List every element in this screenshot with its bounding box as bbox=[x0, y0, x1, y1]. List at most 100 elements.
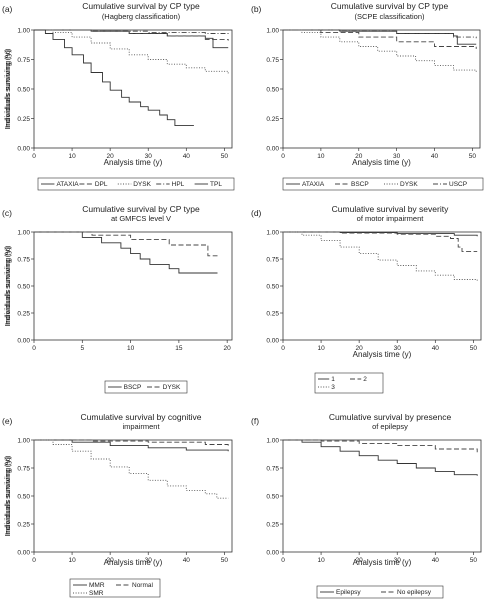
panel-c-xtick-label: 0 bbox=[32, 345, 36, 352]
panel-d-ytick-label: 1.00 bbox=[266, 229, 279, 236]
panel-f-ytick-label: 0.50 bbox=[266, 493, 279, 500]
panel-c-xtick-label: 10 bbox=[127, 345, 135, 352]
panel-b-subtitle: (SCPE classification) bbox=[354, 12, 425, 21]
panel-d-xlabel: Analysis time (y) bbox=[353, 350, 412, 359]
panel-f-legend bbox=[316, 585, 444, 599]
panel-d-ytick-label: 0.00 bbox=[266, 337, 279, 344]
panel-e-xtick-label: 50 bbox=[221, 557, 229, 564]
panel-a-subtitle: (Hagberg classification) bbox=[102, 12, 181, 21]
panel-b-xtick-label: 10 bbox=[317, 153, 325, 160]
panel-f-ylabel: Individuals surviving (y) bbox=[3, 457, 12, 535]
panel-f-label: (f) bbox=[251, 416, 259, 426]
panel-f-xtick-label: 20 bbox=[356, 557, 364, 564]
panel-d-xtick-label: 0 bbox=[281, 345, 285, 352]
panel-c-ytick-label: 0.00 bbox=[17, 337, 30, 344]
panel-a-xlabel: Analysis time (y) bbox=[104, 158, 163, 167]
panel-d-xtick-label: 10 bbox=[317, 345, 325, 352]
panel-e-xlabel: Analysis time (y) bbox=[104, 558, 163, 567]
panel-b-xlabel: Analysis time (y) bbox=[352, 158, 411, 167]
panel-e-title: Cumulative survival by cognitive bbox=[81, 412, 202, 422]
panel-b-legend-label: ATAXIA bbox=[302, 181, 325, 188]
panel-a-series-hpl bbox=[34, 29, 229, 35]
panel-f-xtick-label: 40 bbox=[432, 557, 440, 564]
panel-a-xtick-label: 30 bbox=[145, 153, 153, 160]
panel-a-xtick-label: 50 bbox=[221, 153, 229, 160]
panel-d-title: Cumulative survival by severity bbox=[332, 204, 449, 214]
panel-c-ytick-label: 0.25 bbox=[17, 310, 30, 317]
panel-e-series-normal bbox=[34, 439, 229, 446]
panel-e-label: (e) bbox=[2, 416, 13, 426]
panel-b-xtick-label: 40 bbox=[431, 153, 439, 160]
panel-f-ytick-label: 0.75 bbox=[266, 465, 279, 472]
panel-e-xtick-label: 30 bbox=[145, 557, 153, 564]
panel-b-label: (b) bbox=[251, 4, 262, 14]
panel-b-ytick-label: 1.00 bbox=[266, 27, 279, 34]
panel-f-ytick-label: 0.00 bbox=[266, 549, 279, 556]
panel-e-ylabel: Individuals surviving (%) bbox=[3, 455, 12, 536]
panel-d-ytick-label: 0.75 bbox=[266, 256, 279, 263]
panel-c-title: Cumulative survival by CP type bbox=[82, 204, 200, 214]
panel-d-legend-label: 2 bbox=[363, 376, 367, 383]
panel-e-series-mmr bbox=[34, 439, 229, 452]
panel-a-legend-label: DYSK bbox=[133, 181, 151, 188]
panel-f-ytick-label: 0.25 bbox=[266, 521, 279, 528]
panel-c-ytick-label: 1.00 bbox=[17, 229, 30, 236]
panel-d-xtick-label: 20 bbox=[356, 345, 364, 352]
panel-e-legend-label: MMR bbox=[89, 582, 105, 589]
panel-d-legend-label: 3 bbox=[331, 384, 335, 391]
panel-a-plot-area bbox=[33, 29, 233, 149]
panel-a-xtick-label: 10 bbox=[68, 153, 76, 160]
panel-c-legend-label: DYSK bbox=[163, 384, 181, 391]
panel-e-ytick-label: 1.00 bbox=[17, 437, 30, 444]
panel-b-legend-label: DYSK bbox=[400, 181, 418, 188]
panel-f-series-no-epilepsy bbox=[283, 439, 478, 453]
panel-b-plot-area bbox=[282, 29, 481, 149]
panel-c-xtick-label: 5 bbox=[80, 345, 84, 352]
panel-b-series-bscp bbox=[283, 29, 477, 49]
panel-a-xtick-label: 0 bbox=[32, 153, 36, 160]
panel-e-ytick-label: 0.75 bbox=[17, 465, 30, 472]
panel-d-xtick-label: 40 bbox=[432, 345, 440, 352]
panel-c-xtick-label: 20 bbox=[224, 345, 232, 352]
panel-b-series-dysk bbox=[283, 29, 477, 73]
panel-a-xtick-label: 20 bbox=[107, 153, 115, 160]
panel-d-label: (d) bbox=[251, 208, 262, 218]
panel-e-ytick-label: 0.00 bbox=[17, 549, 30, 556]
panel-d-xtick-label: 50 bbox=[470, 345, 478, 352]
panel-c-plot-area bbox=[33, 231, 233, 341]
panel-e-xtick-label: 0 bbox=[32, 557, 36, 564]
panel-b-xtick-label: 0 bbox=[281, 153, 285, 160]
panel-a-ytick-label: 0.00 bbox=[17, 145, 30, 152]
panel-e-subtitle: impairment bbox=[122, 422, 160, 431]
panel-b-legend-label: BSCP bbox=[351, 181, 369, 188]
panel-a-ylabel: Individuals surviving (%) bbox=[3, 48, 12, 129]
panel-f-xtick-label: 0 bbox=[281, 557, 285, 564]
panel-a-label: (a) bbox=[2, 4, 13, 14]
panel-d-xtick-label: 30 bbox=[394, 345, 402, 352]
panel-e-xtick-label: 40 bbox=[183, 557, 191, 564]
panel-d-ytick-label: 0.25 bbox=[266, 310, 279, 317]
panel-a-ytick-label: 0.50 bbox=[17, 86, 30, 93]
panel-c-ytick-label: 0.50 bbox=[17, 283, 30, 290]
panel-f-legend-label: No epilepsy bbox=[397, 589, 432, 596]
panel-f-legend-label: Epilepsy bbox=[336, 589, 361, 596]
panel-d-series-2 bbox=[283, 231, 478, 252]
panel-e-plot-area bbox=[33, 439, 233, 553]
panel-b-ytick-label: 0.50 bbox=[266, 86, 279, 93]
panel-e-ytick-label: 0.25 bbox=[17, 521, 30, 528]
panel-a-ytick-label: 0.75 bbox=[17, 57, 30, 64]
panel-d-plot-area bbox=[282, 231, 482, 341]
panel-d-ytick-label: 0.50 bbox=[266, 283, 279, 290]
panel-b-ytick-label: 0.00 bbox=[266, 145, 279, 152]
panel-a-legend-label: HPL bbox=[172, 181, 185, 188]
panel-c-label: (c) bbox=[2, 208, 12, 218]
panel-e-xtick-label: 20 bbox=[107, 557, 115, 564]
panel-c-series-bscp bbox=[34, 231, 218, 274]
panel-e-legend-label: SMR bbox=[89, 590, 104, 597]
panel-b-ytick-label: 0.75 bbox=[266, 57, 279, 64]
panel-b-ylabel: Individuals surviving (y) bbox=[3, 50, 12, 128]
panel-e-ytick-label: 0.50 bbox=[17, 493, 30, 500]
panel-b-xtick-label: 20 bbox=[355, 153, 363, 160]
panel-e-series-smr bbox=[34, 439, 229, 499]
